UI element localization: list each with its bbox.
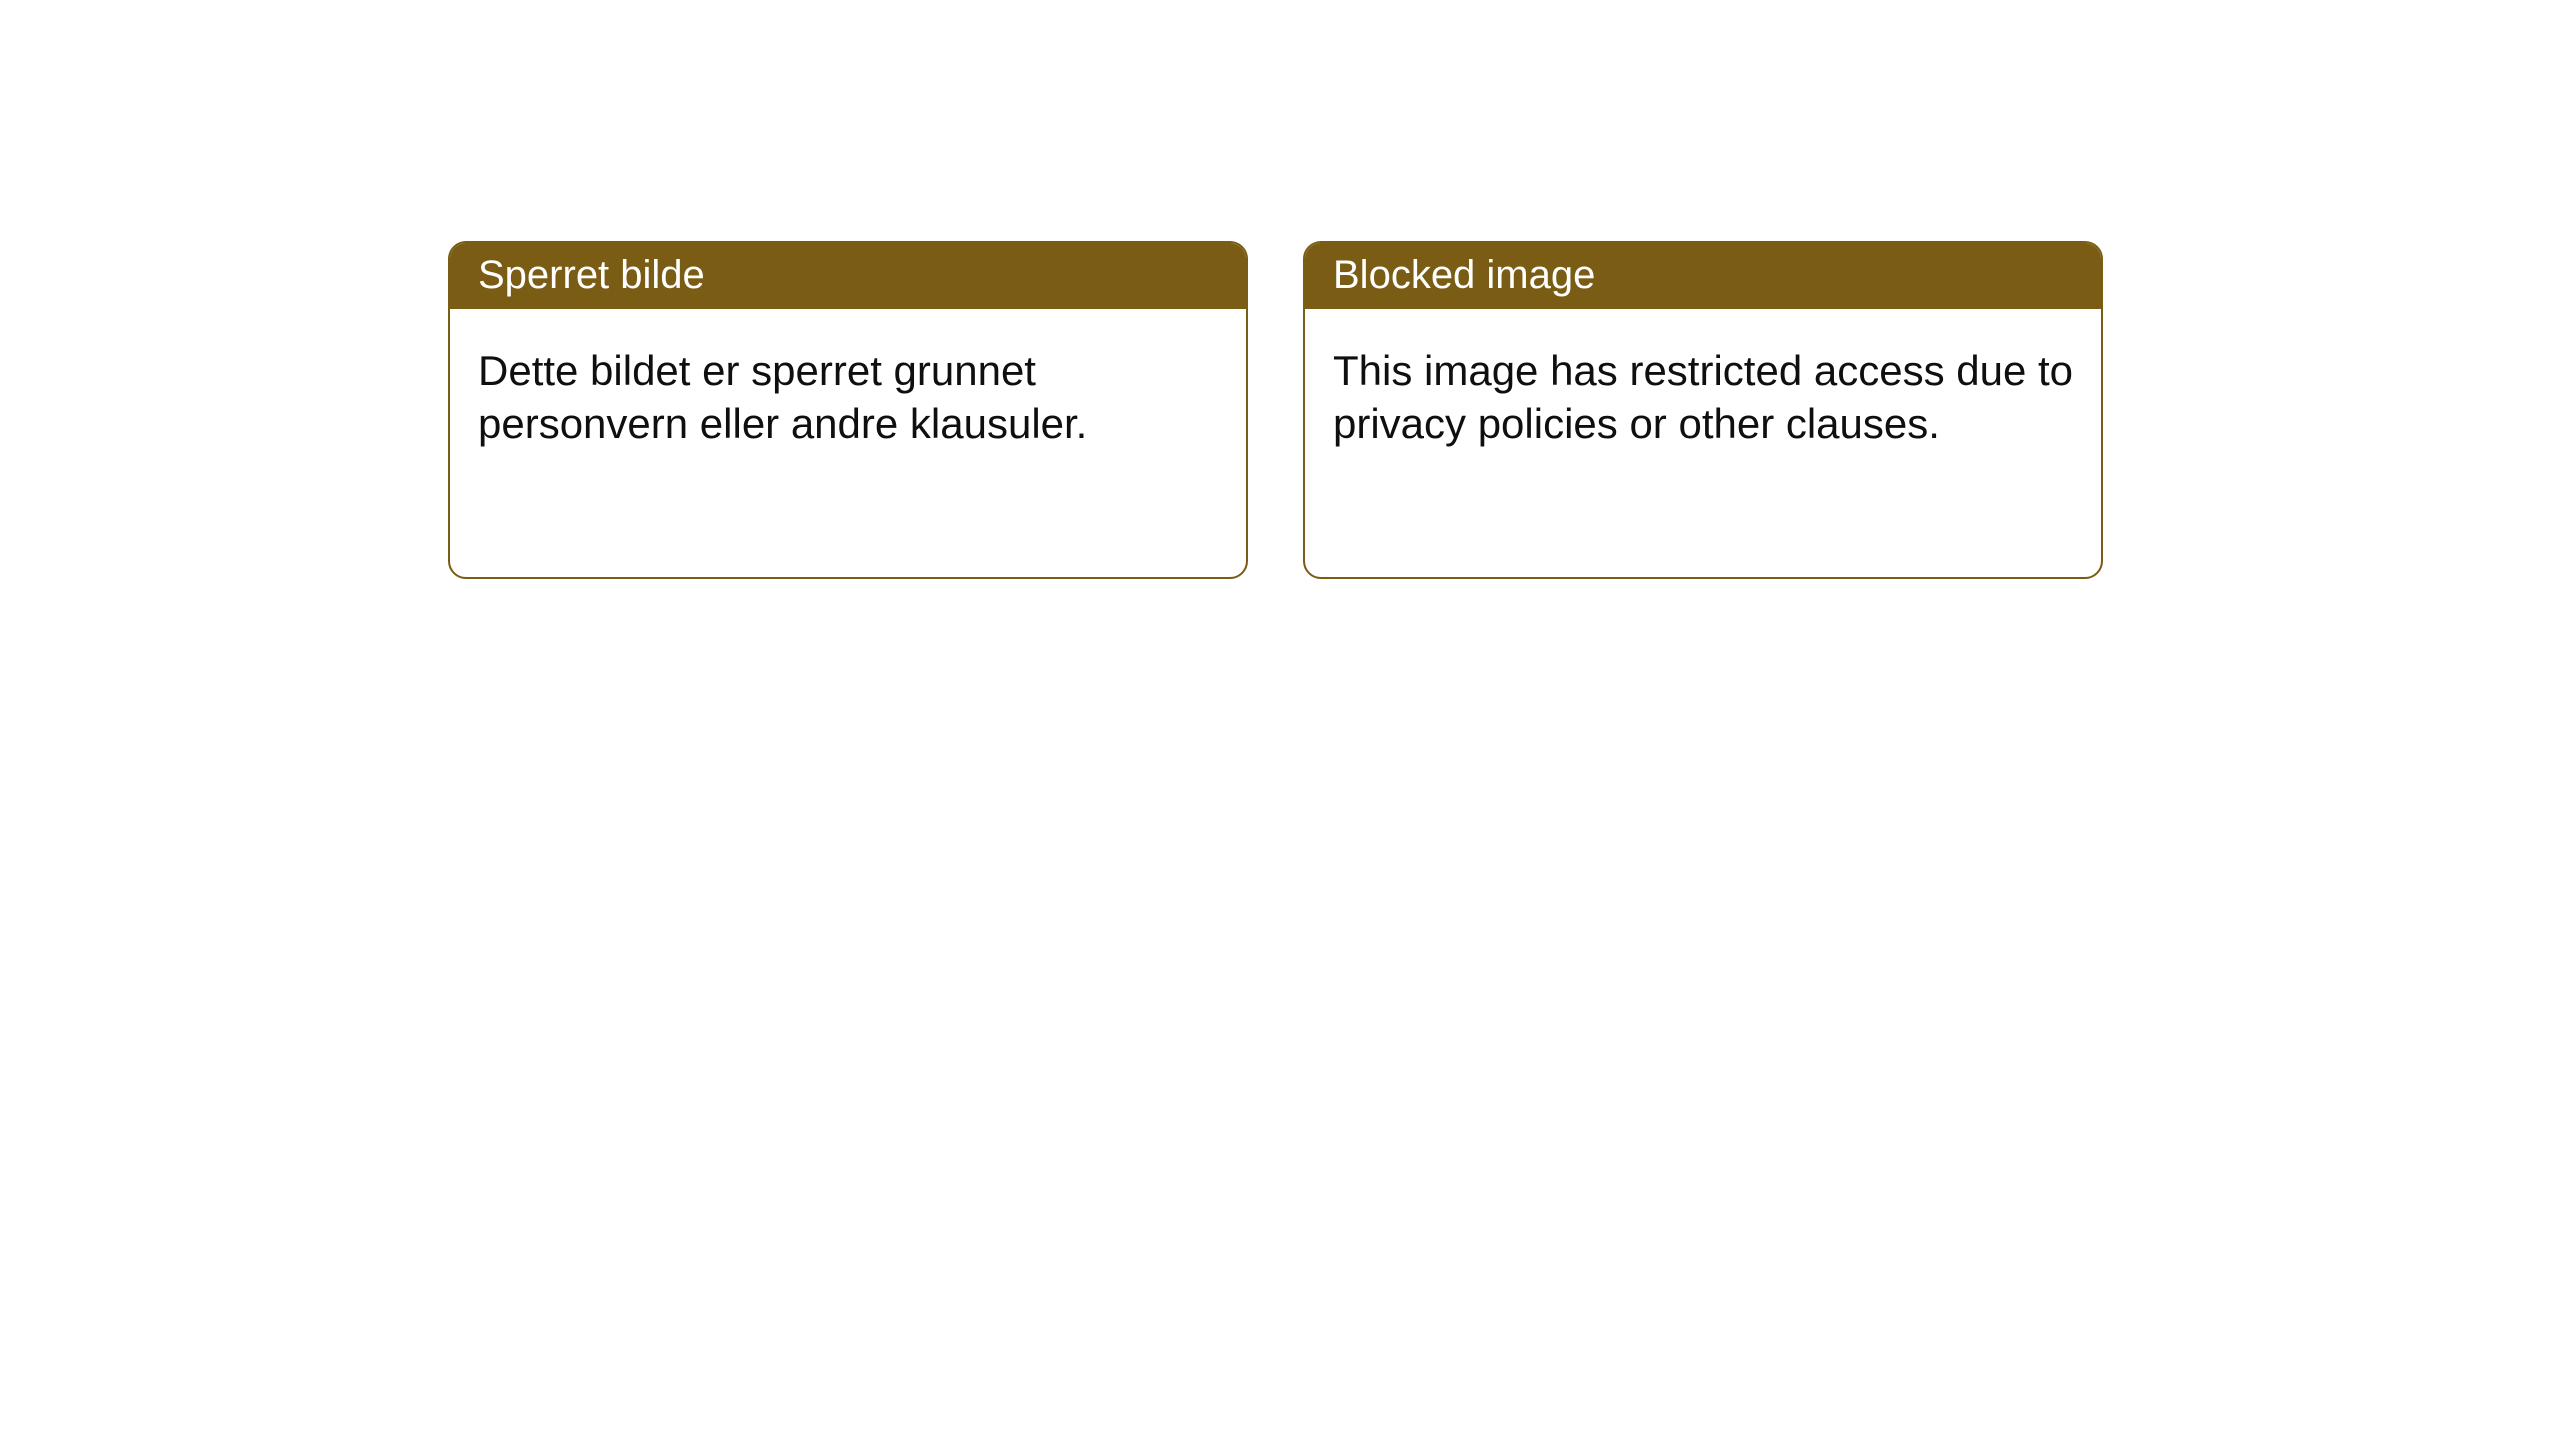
- notice-card-no: Sperret bilde Dette bildet er sperret gr…: [448, 241, 1248, 579]
- notice-card-en: Blocked image This image has restricted …: [1303, 241, 2103, 579]
- card-title-no: Sperret bilde: [450, 243, 1246, 309]
- card-message-en: This image has restricted access due to …: [1305, 309, 2101, 577]
- notice-cards-row: Sperret bilde Dette bildet er sperret gr…: [448, 241, 2560, 579]
- card-title-en: Blocked image: [1305, 243, 2101, 309]
- card-message-no: Dette bildet er sperret grunnet personve…: [450, 309, 1246, 577]
